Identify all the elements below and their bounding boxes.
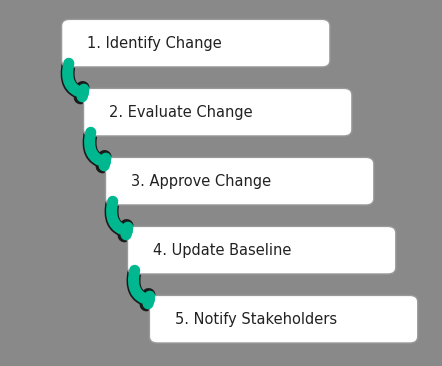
FancyBboxPatch shape: [84, 88, 352, 136]
Text: 4. Update Baseline: 4. Update Baseline: [153, 243, 291, 258]
FancyBboxPatch shape: [149, 295, 418, 343]
Text: 3. Approve Change: 3. Approve Change: [131, 174, 271, 189]
Text: 2. Evaluate Change: 2. Evaluate Change: [109, 105, 253, 120]
FancyBboxPatch shape: [106, 157, 374, 205]
Text: 5. Notify Stakeholders: 5. Notify Stakeholders: [175, 312, 337, 327]
Text: 1. Identify Change: 1. Identify Change: [87, 36, 222, 51]
FancyBboxPatch shape: [61, 19, 330, 67]
FancyBboxPatch shape: [127, 227, 396, 274]
